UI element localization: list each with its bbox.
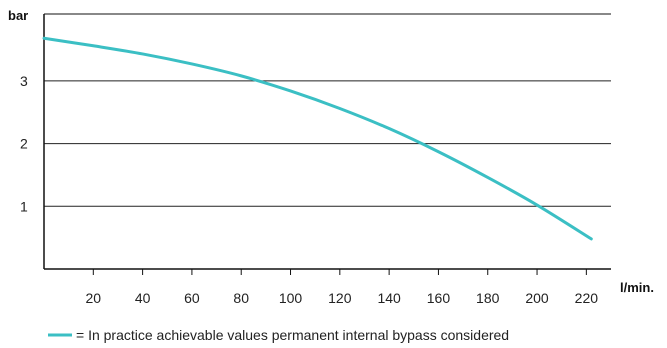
x-tick-20: 20 [86,290,102,306]
series-layer [42,36,593,241]
x-tick-200: 200 [525,290,549,306]
series-line-0 [42,36,593,241]
legend: = In practice achievable values permanen… [48,327,509,343]
y-tick-2: 2 [20,136,28,152]
x-tick-120: 120 [328,290,352,306]
y-tick-3: 3 [20,73,28,89]
x-tick-labels: 20 40 60 80 100 120 140 160 180 200 220 [86,269,599,306]
grid-lines [44,80,611,207]
x-axis-unit-label: l/min. [620,280,654,295]
x-tick-180: 180 [476,290,500,306]
x-tick-100: 100 [279,290,303,306]
x-tick-140: 140 [377,290,401,306]
x-tick-160: 160 [427,290,451,306]
x-tick-40: 40 [135,290,151,306]
x-tick-60: 60 [184,290,200,306]
axes [43,13,611,270]
x-tick-80: 80 [233,290,249,306]
x-tick-220: 220 [575,290,599,306]
y-tick-labels: 1 2 3 [20,73,28,214]
y-tick-1: 1 [20,198,28,214]
legend-label: = In practice achievable values permanen… [76,327,509,343]
y-axis-unit-label: bar [8,8,28,23]
